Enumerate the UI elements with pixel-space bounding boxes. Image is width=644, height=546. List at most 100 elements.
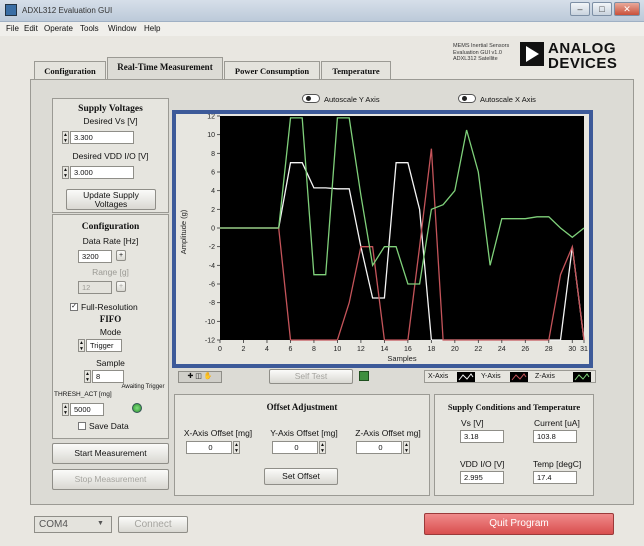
desired-vdd-label: Desired VDD I/O [V] <box>72 151 149 161</box>
y-offset-stepper[interactable]: ▲ ▼ <box>319 441 326 454</box>
awaiting-trigger-led <box>132 403 142 413</box>
x-offset-stepper[interactable]: ▲ ▼ <box>233 441 240 454</box>
legend-y-label: Y-Axis <box>481 373 501 380</box>
y-tick-label: 6 <box>211 170 215 177</box>
range-select: 12 <box>78 281 112 294</box>
data-rate-select[interactable]: 3200 <box>78 250 112 263</box>
z-offset-input[interactable]: 0 <box>356 441 402 454</box>
desired-vdd-input[interactable]: 3.000 <box>70 166 134 179</box>
self-test-button: Self Test <box>269 369 353 384</box>
x-offset-input[interactable]: 0 <box>186 441 232 454</box>
update-supply-button[interactable]: Update Supply Voltages <box>66 189 156 210</box>
autoscale-y-toggle[interactable] <box>302 94 320 103</box>
fifo-mode-label: Mode <box>99 327 122 337</box>
vdd-stepper[interactable]: ▲ ▼ <box>62 166 69 179</box>
stop-measurement-button: Stop Measurement <box>52 469 169 490</box>
x-tick-label: 28 <box>545 346 553 353</box>
z-offset-label: Z-Axis Offset mg] <box>355 428 421 438</box>
legend-y-swatch <box>510 372 528 382</box>
minimize-button[interactable]: – <box>570 2 590 16</box>
measured-vs-label: Vs [V] <box>461 418 484 428</box>
x-tick-label: 18 <box>427 346 435 353</box>
set-offset-button[interactable]: Set Offset <box>264 468 338 485</box>
x-tick-label: 14 <box>380 346 388 353</box>
offset-adjustment-title: Offset Adjustment <box>266 402 338 412</box>
thresh-stepper[interactable]: ▲ ▼ <box>62 403 69 416</box>
vs-stepper[interactable]: ▲ ▼ <box>62 131 69 144</box>
configuration-title: Configuration <box>81 222 140 232</box>
legend-z-label: Z-Axis <box>535 373 555 380</box>
com-port-select[interactable]: COM4 ▼ <box>34 516 112 533</box>
brand-info-line: MEMS Inertial Sensors <box>453 43 510 49</box>
fifo-title: FIFO <box>99 314 122 324</box>
menu-tools[interactable]: Tools <box>80 24 99 33</box>
fifo-mode-stepper[interactable]: ▲ ▼ <box>78 339 85 352</box>
sample-stepper[interactable]: ▲ ▼ <box>84 370 91 383</box>
menu-file[interactable]: File <box>6 24 19 33</box>
y-tick-label: 8 <box>211 151 215 158</box>
current-label: Current [uA] <box>534 418 580 428</box>
x-tick-label: 20 <box>451 346 459 353</box>
start-measurement-button[interactable]: Start Measurement <box>52 443 169 464</box>
logo-text-1: ANALOG <box>548 40 616 57</box>
full-resolution-checkbox[interactable]: ✓ <box>70 303 78 311</box>
y-tick-label: -10 <box>205 319 215 326</box>
brand-info-line: ADXL312 Satellite <box>453 56 498 62</box>
y-tick-label: 12 <box>207 114 215 121</box>
measured-vdd-value: 2.995 <box>460 471 504 484</box>
x-tick-label: 10 <box>334 346 342 353</box>
autoscale-y-label: Autoscale Y Axis <box>324 95 380 104</box>
z-offset-stepper[interactable]: ▲ ▼ <box>403 441 410 454</box>
save-data-checkbox[interactable] <box>78 422 86 430</box>
y-tick-label: -8 <box>209 300 215 307</box>
desired-vs-label: Desired Vs [V] <box>83 116 138 126</box>
chevron-down-icon: ▼ <box>97 520 104 527</box>
legend-x-swatch <box>457 372 475 382</box>
autoscale-x-toggle[interactable] <box>458 94 476 103</box>
range-dropdown-button: + <box>116 281 126 292</box>
y-tick-label: 2 <box>211 207 215 214</box>
data-rate-dropdown-button[interactable]: + <box>116 250 126 261</box>
thresh-act-input[interactable]: 5000 <box>70 403 104 416</box>
logo-mark <box>520 42 544 66</box>
full-resolution-label: Full-Resolution <box>81 302 138 312</box>
analog-devices-logo: ANALOG DEVICES <box>520 40 638 72</box>
logo-text-2: DEVICES <box>548 55 618 72</box>
menu-window[interactable]: Window <box>108 24 137 33</box>
temperature-value: 17.4 <box>533 471 577 484</box>
close-button[interactable]: ✕ <box>614 2 640 16</box>
fifo-mode-select[interactable]: Trigger <box>86 339 122 352</box>
menu-bar: File Edit Operate Tools Window Help <box>0 22 644 36</box>
data-rate-label: Data Rate [Hz] <box>82 236 139 246</box>
legend-z-swatch <box>573 372 591 382</box>
tab-power-consumption[interactable]: Power Consumption <box>224 61 320 81</box>
x-tick-label: 31 <box>580 346 588 353</box>
x-tick-label: 2 <box>242 346 246 353</box>
connect-button: Connect <box>118 516 188 533</box>
com-port-value: COM4 <box>39 519 68 530</box>
y-tick-label: 0 <box>211 226 215 233</box>
series-line-z-axis <box>220 117 585 285</box>
series-line-y-axis <box>220 148 585 341</box>
series-legend: X-Axis Y-Axis Z-Axis <box>424 370 596 383</box>
quit-program-button[interactable]: Quit Program <box>424 513 614 535</box>
x-tick-label: 12 <box>357 346 365 353</box>
y-offset-input[interactable]: 0 <box>272 441 318 454</box>
tab-configuration[interactable]: Configuration <box>34 61 106 81</box>
x-offset-label: X-Axis Offset [mg] <box>183 428 253 438</box>
tab-temperature[interactable]: Temperature <box>321 61 391 81</box>
graph-palette[interactable]: ✚ ◫ ✋ <box>178 371 222 383</box>
title-bar: ADXL312 Evaluation GUI – □ ✕ <box>0 0 644 22</box>
menu-help[interactable]: Help <box>144 24 161 33</box>
maximize-button[interactable]: □ <box>592 2 612 16</box>
tab-real-time-measurement[interactable]: Real-Time Measurement <box>107 57 223 80</box>
desired-vs-input[interactable]: 3.300 <box>70 131 134 144</box>
menu-edit[interactable]: Edit <box>24 24 38 33</box>
y-tick-label: -12 <box>205 338 215 345</box>
plot-area <box>220 116 584 340</box>
range-label: Range [g] <box>92 267 129 277</box>
sample-input[interactable]: 8 <box>92 370 124 383</box>
menu-operate[interactable]: Operate <box>44 24 73 33</box>
app-icon <box>5 4 17 16</box>
temperature-label: Temp [degC] <box>533 459 582 469</box>
